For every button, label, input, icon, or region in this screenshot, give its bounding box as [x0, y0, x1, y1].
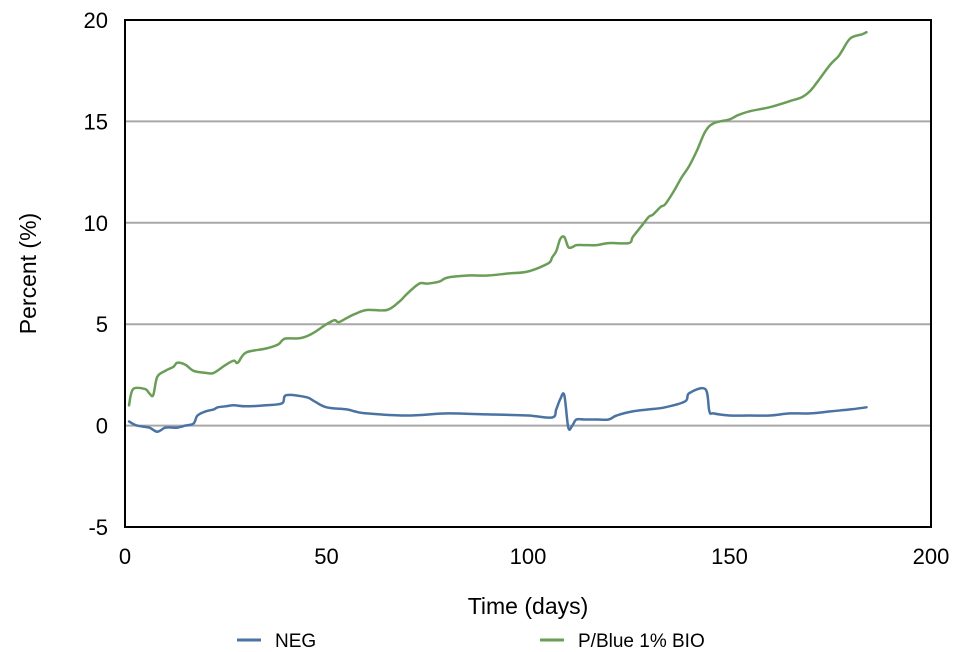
y-tick-label: 10: [84, 211, 108, 236]
series-layer: [127, 30, 868, 433]
legend-label: P/Blue 1% BIO: [578, 631, 705, 652]
legend-item: P/Blue 1% BIO: [540, 631, 705, 652]
x-axis-title: Time (days): [468, 593, 589, 619]
gridlines: [125, 120, 931, 427]
x-tick-label: 50: [314, 544, 338, 569]
x-tick-label: 200: [913, 544, 950, 569]
series-line-p-blue-1-bio: [127, 30, 868, 407]
series-line-neg: [127, 386, 868, 433]
x-tick-label: 150: [711, 544, 748, 569]
legend: NEG P/Blue 1% BIO: [237, 631, 705, 652]
x-tick-label: 0: [119, 544, 131, 569]
y-tick-label: 15: [84, 109, 108, 134]
legend-item: NEG: [237, 631, 316, 652]
y-tick-label: 20: [84, 8, 108, 33]
x-tick-label: 100: [510, 544, 547, 569]
y-tick-label: 0: [96, 414, 108, 439]
y-tick-label: 5: [96, 312, 108, 337]
y-tick-label: -5: [88, 515, 108, 540]
plot-area-border: [124, 19, 932, 528]
y-axis-title: Percent (%): [15, 213, 41, 334]
legend-label: NEG: [275, 631, 316, 652]
